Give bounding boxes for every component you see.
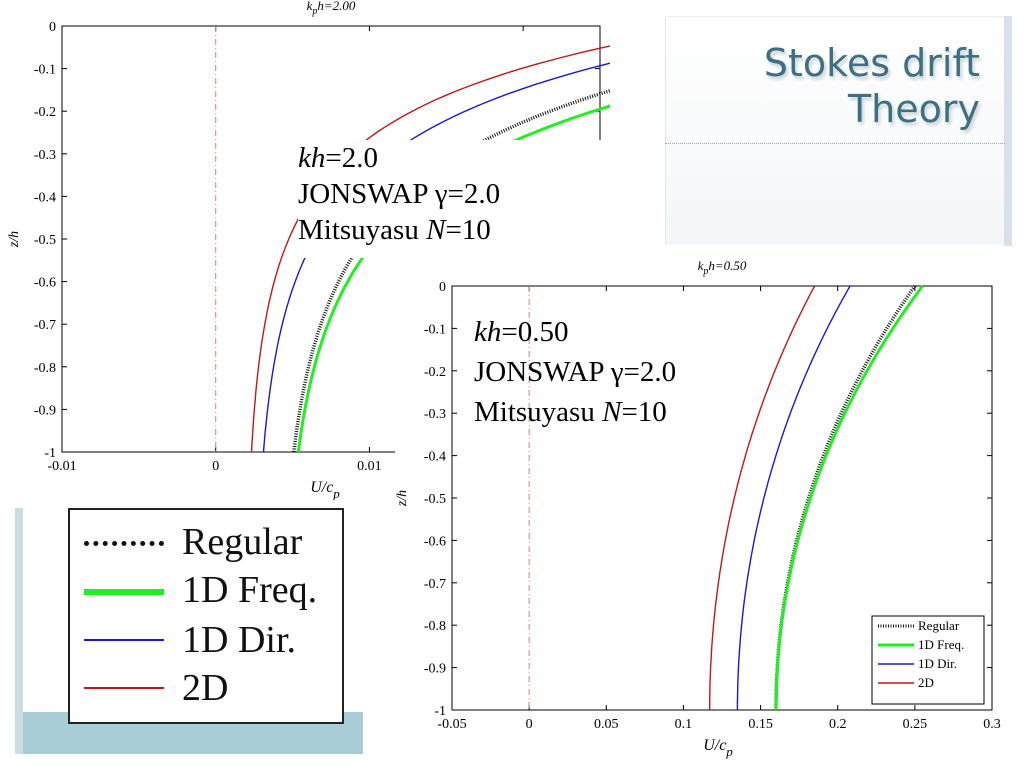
annotation-kh05-value: =0.50: [501, 316, 569, 348]
legend-small: Regular 1D Freq. 1D Dir. 2D: [871, 615, 985, 705]
legend-swatch-2d: [84, 687, 164, 689]
x-axis-label: U/cp: [310, 479, 340, 500]
slide-title-line1: Stokes drift: [763, 41, 980, 85]
x-tick-label: 0.15: [748, 717, 773, 732]
chart-title: kph=0.50: [698, 258, 747, 277]
annotation-kh2-line1: kh=2.0: [298, 140, 608, 176]
legend-large-item-2d: 2D: [70, 666, 340, 710]
annotation-kh2-line2: JONSWAP γ=2.0: [298, 178, 501, 210]
x-tick-label: 0.3: [983, 717, 1001, 732]
legend-large-item-1d-freq: 1D Freq.: [70, 568, 340, 612]
legend-large-item-1d-dir: 1D Dir.: [70, 618, 340, 662]
x-tick-label: 0: [526, 717, 533, 732]
annotation-kh05-n-symbol: N: [602, 396, 622, 428]
y-tick-label: -0.9: [34, 403, 56, 418]
title-card: [665, 16, 1006, 247]
y-tick-label: -1: [44, 446, 56, 461]
xlabel-u: U/c: [703, 737, 726, 754]
y-tick-label: 0: [49, 20, 56, 35]
series-line-1d-freq: [774, 285, 924, 710]
title-k: k: [307, 0, 313, 13]
y-tick-label: -0.2: [424, 365, 446, 380]
y-tick-label: -0.1: [424, 322, 446, 337]
legend-small-label-1d-freq: 1D Freq.: [918, 637, 964, 652]
annotation-kh05-symbol: kh: [474, 316, 502, 348]
legend-label-1d-dir: 1D Dir.: [182, 619, 296, 661]
y-tick-label: -0.5: [424, 492, 446, 507]
x-tick-label: 0.01: [357, 459, 382, 474]
series-line-regular: [292, 88, 610, 453]
x-tick-label: 0: [212, 459, 219, 474]
legend-label-2d: 2D: [182, 667, 229, 709]
y-tick-label: -0.4: [34, 190, 56, 205]
legend-small-box: [871, 615, 985, 705]
x-axis-label: U/cp: [703, 737, 733, 759]
legend-small-label-1d-dir: 1D Dir.: [918, 656, 957, 671]
annotation-mitsuyasu: Mitsuyasu: [298, 214, 427, 246]
legend-label-regular: Regular: [182, 521, 303, 563]
annotation-kh05-line3: Mitsuyasu N=10: [474, 392, 676, 432]
title-rest: h=2.00: [317, 0, 356, 13]
chart-kh2-annotation: kh=2.0 JONSWAP γ=2.0 Mitsuyasu N=10: [298, 140, 608, 258]
slide-bottom-edge: [15, 508, 23, 754]
annotation-n-value: =10: [445, 214, 491, 246]
y-tick-label: -0.4: [424, 450, 446, 465]
chart-kh05-annotation: kh=0.50 JONSWAP γ=2.0 Mitsuyasu N=10: [474, 312, 676, 432]
x-tick-label: -0.01: [47, 459, 76, 474]
x-tick-label: 0.2: [829, 717, 847, 732]
y-tick-label: -0.2: [34, 105, 56, 120]
y-tick-label: -0.7: [34, 318, 56, 333]
legend-small-label-2d: 2D: [918, 675, 934, 690]
title-rest: h=0.50: [708, 258, 747, 273]
y-tick-label: -0.6: [424, 534, 446, 549]
legend-swatch-regular: [84, 541, 164, 546]
series-line-2d: [250, 45, 610, 453]
xlabel-sub: p: [332, 486, 340, 500]
y-tick-label: -0.5: [34, 233, 56, 248]
y-axis-label: z/h: [395, 490, 410, 507]
annotation-n-symbol: N: [426, 214, 446, 246]
title-k: k: [698, 258, 704, 273]
y-tick-label: -0.8: [424, 619, 446, 634]
annotation-kh05-line1: kh=0.50: [474, 312, 676, 352]
x-tick-label: 0.25: [903, 717, 928, 732]
annotation-kh-symbol: kh: [298, 142, 326, 174]
y-tick-label: -0.8: [34, 361, 56, 376]
y-axis-label: z/h: [7, 231, 22, 248]
y-tick-label: -0.9: [424, 662, 446, 677]
series-line-2d: [709, 285, 816, 710]
y-tick-label: -0.3: [34, 148, 56, 163]
y-tick-label: -0.7: [424, 577, 446, 592]
x-tick-label: 0.05: [594, 717, 619, 732]
x-tick-label: -0.05: [437, 717, 466, 732]
title-card-accent: [1004, 16, 1012, 246]
annotation-kh05-line2: JONSWAP γ=2.0: [474, 356, 677, 388]
legend-large: Regular 1D Freq. 1D Dir. 2D: [68, 508, 344, 724]
legend-small-label-regular: Regular: [918, 618, 960, 633]
annotation-kh2-line3: Mitsuyasu N=10: [298, 212, 608, 248]
legend-large-item-regular: Regular: [70, 520, 340, 564]
xlabel-sub: p: [725, 744, 733, 759]
title-divider: [665, 143, 1005, 144]
title-sub-p: p: [311, 6, 317, 17]
y-tick-label: -1: [434, 704, 446, 719]
legend-swatch-1d-freq: [84, 589, 164, 595]
x-tick-label: 0.1: [675, 717, 693, 732]
series-line-1d-dir: [736, 285, 851, 710]
xlabel-u: U/c: [310, 479, 333, 496]
y-tick-label: -0.3: [424, 407, 446, 422]
annotation-kh05-n-value: =10: [621, 396, 667, 428]
y-tick-label: 0: [439, 280, 446, 295]
slide-title-line2: Theory: [847, 87, 980, 131]
y-tick-label: -0.1: [34, 63, 56, 78]
legend-swatch-1d-dir: [84, 639, 164, 641]
chart-title: kph=2.00: [307, 0, 356, 17]
slide-title: Stokes drift Theory: [764, 40, 980, 132]
legend-label-1d-freq: 1D Freq.: [182, 569, 318, 611]
annotation-kh05-mitsuyasu: Mitsuyasu: [474, 396, 603, 428]
y-tick-label: -0.6: [34, 276, 56, 291]
annotation-kh-value: =2.0: [325, 142, 378, 174]
title-sub-p: p: [702, 266, 708, 277]
